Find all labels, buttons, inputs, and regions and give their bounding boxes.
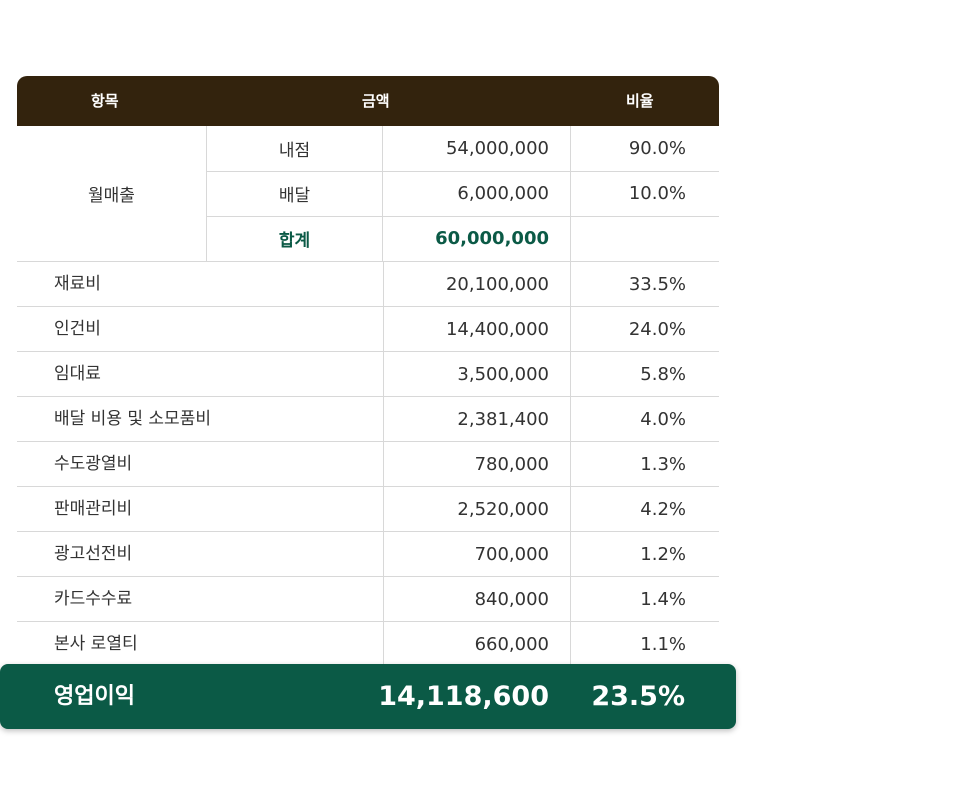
expense-name: 수도광열비 xyxy=(54,454,133,474)
header-item: 항목 xyxy=(91,92,119,110)
expense-amount: 14,400,000 xyxy=(383,307,571,351)
expense-amount: 2,520,000 xyxy=(383,487,571,531)
expense-name: 카드수수료 xyxy=(54,589,133,609)
operating-profit-ratio: 23.5% xyxy=(591,681,685,712)
expense-amount: 660,000 xyxy=(383,622,571,666)
sales-row-amount: 6,000,000 xyxy=(383,171,571,216)
profit-table: 항목 금액 비율 월매출 내점 54,000,000 90.0% 배달 6,00… xyxy=(17,76,719,666)
sales-total-ratio xyxy=(572,216,719,261)
expense-name: 판매관리비 xyxy=(54,499,133,519)
sales-row-ratio: 90.0% xyxy=(628,138,686,159)
expense-ratio: 4.2% xyxy=(640,498,686,520)
operating-profit-label: 영업이익 xyxy=(54,684,135,709)
expense-name: 임대료 xyxy=(54,364,101,384)
table-row: 판매관리비 2,520,000 4.2% xyxy=(17,487,719,532)
expense-name: 배달 비용 및 소모품비 xyxy=(54,409,211,429)
sales-total-amount: 60,000,000 xyxy=(383,216,571,261)
expense-name: 광고선전비 xyxy=(54,544,133,564)
table-row: 본사 로열티 660,000 1.1% xyxy=(17,622,719,666)
expense-amount: 780,000 xyxy=(383,442,571,486)
expense-ratio: 24.0% xyxy=(628,318,686,340)
expense-ratio: 1.1% xyxy=(640,633,686,655)
expense-ratio: 4.0% xyxy=(640,408,686,430)
expense-ratio: 33.5% xyxy=(628,273,686,295)
table-row: 배달 비용 및 소모품비 2,381,400 4.0% xyxy=(17,397,719,442)
operating-profit-row: 영업이익 14,118,600 23.5% xyxy=(0,664,736,729)
sales-row-total: 합계 60,000,000 xyxy=(207,216,719,261)
table-row: 광고선전비 700,000 1.2% xyxy=(17,532,719,577)
sales-total-name: 합계 xyxy=(207,216,383,261)
expense-ratio: 5.8% xyxy=(640,363,686,385)
expense-amount: 2,381,400 xyxy=(383,397,571,441)
monthly-sales-group: 월매출 내점 54,000,000 90.0% 배달 6,000,000 10.… xyxy=(17,126,719,262)
table-row: 수도광열비 780,000 1.3% xyxy=(17,442,719,487)
sales-row-delivery: 배달 6,000,000 10.0% xyxy=(207,171,719,217)
header-ratio: 비율 xyxy=(626,92,654,110)
table-header: 항목 금액 비율 xyxy=(17,76,719,126)
expense-amount: 840,000 xyxy=(383,577,571,621)
expense-ratio: 1.3% xyxy=(640,453,686,475)
expense-name: 재료비 xyxy=(54,274,101,294)
expense-amount: 700,000 xyxy=(383,532,571,576)
sales-row-name: 내점 xyxy=(207,126,383,171)
operating-profit-amount: 14,118,600 xyxy=(378,681,549,712)
table-row: 임대료 3,500,000 5.8% xyxy=(17,352,719,397)
sales-row-name: 배달 xyxy=(207,171,383,216)
expense-amount: 3,500,000 xyxy=(383,352,571,396)
monthly-sales-label: 월매출 xyxy=(17,126,207,261)
expense-ratio: 1.2% xyxy=(640,543,686,565)
sales-row-ratio: 10.0% xyxy=(628,183,686,204)
expense-ratio: 1.4% xyxy=(640,588,686,610)
expense-name: 본사 로열티 xyxy=(54,634,138,654)
expense-amount: 20,100,000 xyxy=(383,262,571,306)
table-row: 인건비 14,400,000 24.0% xyxy=(17,307,719,352)
expense-name: 인건비 xyxy=(54,319,101,339)
header-amount: 금액 xyxy=(362,92,390,110)
table-row: 카드수수료 840,000 1.4% xyxy=(17,577,719,622)
sales-row-dine-in: 내점 54,000,000 90.0% xyxy=(207,126,719,172)
table-row: 재료비 20,100,000 33.5% xyxy=(17,262,719,307)
sales-row-amount: 54,000,000 xyxy=(383,126,571,171)
